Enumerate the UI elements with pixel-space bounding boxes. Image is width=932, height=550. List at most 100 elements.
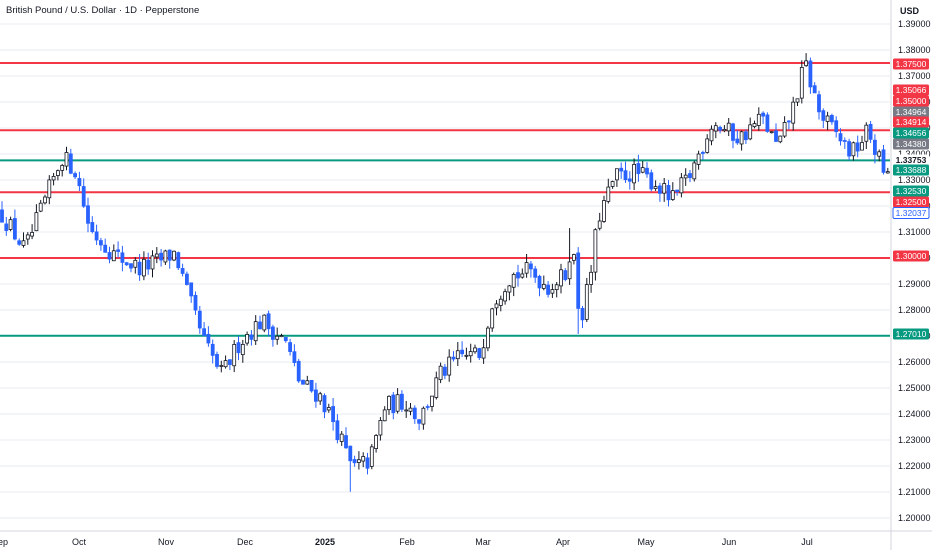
candle bbox=[313, 382, 318, 408]
candle bbox=[834, 116, 839, 138]
svg-text:1.34656: 1.34656 bbox=[896, 128, 927, 138]
candle bbox=[559, 263, 563, 294]
candle bbox=[245, 331, 250, 346]
candle bbox=[808, 57, 813, 94]
candle bbox=[176, 251, 181, 271]
candle bbox=[296, 358, 301, 383]
candle bbox=[842, 137, 847, 149]
candle bbox=[731, 122, 735, 149]
candle bbox=[21, 232, 26, 248]
candle bbox=[653, 180, 658, 191]
candle bbox=[262, 314, 267, 333]
candle bbox=[404, 400, 409, 418]
candle bbox=[365, 452, 370, 475]
candle bbox=[541, 275, 546, 291]
candle bbox=[266, 310, 271, 337]
candle bbox=[56, 169, 60, 181]
candle bbox=[361, 452, 366, 468]
candle bbox=[477, 347, 482, 361]
svg-text:1.34964: 1.34964 bbox=[896, 107, 927, 117]
candle bbox=[150, 250, 155, 278]
svg-text:1.37500: 1.37500 bbox=[896, 59, 927, 69]
candle bbox=[30, 224, 35, 240]
candle bbox=[455, 342, 460, 366]
candle bbox=[584, 277, 589, 323]
candle bbox=[610, 180, 615, 189]
candle bbox=[270, 324, 275, 347]
candle bbox=[529, 260, 533, 278]
candle bbox=[670, 182, 675, 201]
price-tag-plain: 1.33753 bbox=[893, 154, 929, 166]
candle bbox=[804, 53, 808, 67]
candle bbox=[47, 175, 52, 205]
candle bbox=[640, 160, 645, 174]
candle bbox=[64, 146, 69, 171]
candle bbox=[739, 130, 744, 151]
x-tick-label: Apr bbox=[556, 537, 570, 547]
candle bbox=[283, 336, 288, 343]
candle bbox=[305, 375, 310, 385]
candle bbox=[460, 341, 465, 357]
candle bbox=[636, 154, 641, 182]
candle bbox=[503, 288, 508, 305]
candle bbox=[873, 134, 877, 164]
candle bbox=[133, 257, 138, 274]
candle bbox=[318, 391, 323, 405]
svg-text:1.32037: 1.32037 bbox=[896, 208, 927, 218]
y-tick-label: 1.25000 bbox=[898, 383, 931, 393]
candle bbox=[107, 246, 112, 264]
candle bbox=[309, 379, 314, 393]
svg-text:1.32500: 1.32500 bbox=[896, 197, 927, 207]
currency-label: USD bbox=[900, 6, 920, 16]
candle bbox=[718, 125, 722, 134]
candle bbox=[219, 360, 224, 373]
svg-text:1.30000: 1.30000 bbox=[896, 251, 927, 261]
candle bbox=[735, 130, 740, 145]
price-axis: 1.390001.380001.370001.360001.350001.340… bbox=[890, 0, 931, 550]
price-tag-outline: 1.32037 bbox=[892, 207, 930, 219]
candle bbox=[369, 444, 374, 470]
candle bbox=[881, 144, 886, 175]
candle bbox=[184, 271, 189, 286]
candle bbox=[339, 431, 344, 446]
x-tick-label: May bbox=[637, 537, 655, 547]
x-tick-label: Jun bbox=[722, 537, 737, 547]
candle bbox=[90, 216, 95, 234]
candle bbox=[464, 347, 469, 360]
x-tick-label: Feb bbox=[399, 537, 415, 547]
candle bbox=[189, 282, 194, 303]
candle bbox=[632, 158, 636, 190]
price-tag-gray: 1.34964 bbox=[893, 106, 929, 118]
x-tick-label: Jul bbox=[801, 537, 813, 547]
candle bbox=[812, 82, 817, 94]
candle bbox=[111, 244, 116, 262]
candle bbox=[438, 362, 443, 384]
candle bbox=[60, 163, 65, 177]
candle bbox=[572, 253, 576, 265]
candle bbox=[554, 281, 559, 298]
candle bbox=[627, 171, 632, 190]
candle bbox=[825, 111, 830, 131]
candle bbox=[830, 113, 834, 125]
candle bbox=[223, 355, 228, 369]
candle bbox=[352, 455, 357, 467]
candle bbox=[387, 395, 391, 415]
candle bbox=[68, 148, 73, 175]
candle bbox=[769, 131, 774, 134]
candle bbox=[99, 237, 103, 251]
y-tick-label: 1.29000 bbox=[898, 279, 931, 289]
candle bbox=[206, 326, 211, 347]
candle bbox=[331, 397, 336, 431]
candle bbox=[382, 406, 387, 422]
candle bbox=[77, 171, 82, 191]
candle bbox=[473, 344, 477, 354]
candle bbox=[516, 264, 520, 287]
candle bbox=[25, 232, 30, 245]
y-tick-label: 1.34000 bbox=[898, 149, 931, 159]
candle bbox=[615, 168, 619, 187]
candle bbox=[120, 245, 125, 272]
candles bbox=[0, 53, 890, 492]
candle bbox=[722, 125, 727, 133]
